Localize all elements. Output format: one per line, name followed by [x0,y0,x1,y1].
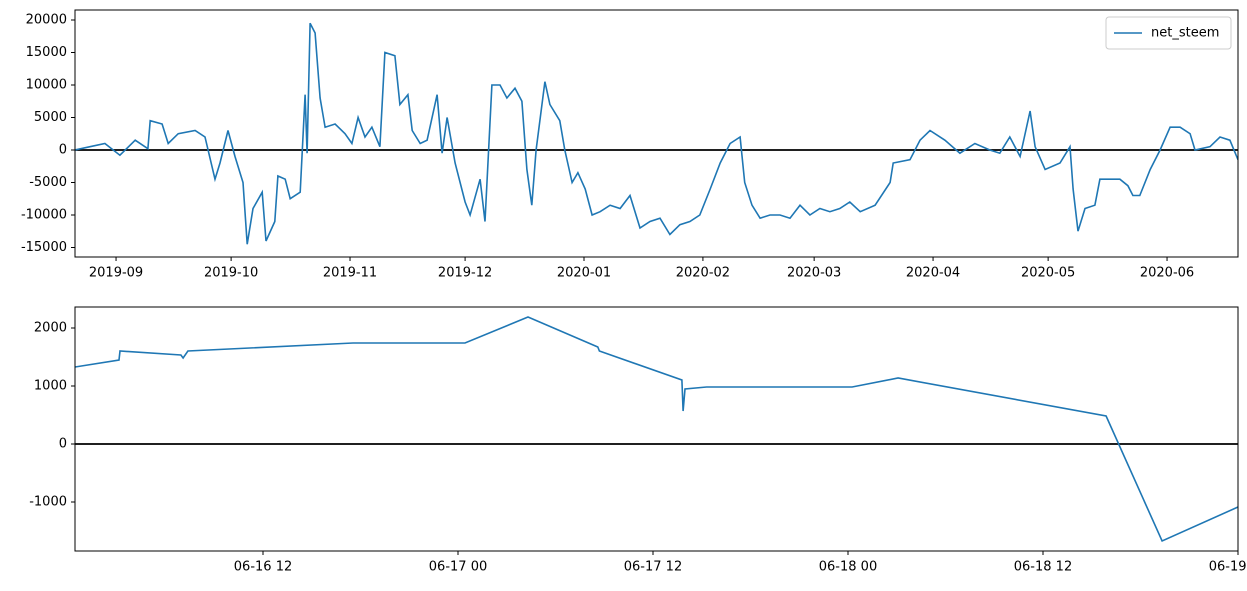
x-tick-label: 06-18 12 [1014,560,1072,575]
y-tick-label: 5000 [34,110,67,125]
x-tick-label: 06-17 00 [429,560,487,575]
y-tick-label: -10000 [21,207,67,222]
x-tick-label: 06-19 00 [1209,560,1247,575]
x-tick-label: 2020-05 [1021,266,1075,281]
x-tick-label: 2019-11 [323,266,377,281]
x-tick-label: 2019-12 [438,266,492,281]
y-tick-label: 2000 [34,320,67,335]
legend-label: net_steem [1151,26,1219,41]
x-tick-label: 2019-09 [89,266,143,281]
legend-box [1105,16,1232,50]
y-tick-label: 20000 [26,12,67,27]
y-tick-label: 0 [59,436,67,451]
x-tick-label: 2019-10 [204,266,258,281]
x-tick-label: 06-18 00 [819,560,877,575]
axes-frame [74,306,1239,552]
y-tick-label: 1000 [34,378,67,393]
data-line [75,22,1238,245]
x-tick-label: 2020-04 [906,266,960,281]
y-tick-label: 15000 [26,45,67,60]
data-line [75,316,1238,543]
x-tick-label: 2020-01 [557,266,611,281]
y-tick-label: -1000 [29,494,67,509]
y-tick-label: -5000 [29,175,67,190]
axes-frame [74,9,1239,258]
x-tick-label: 06-17 12 [624,560,682,575]
y-tick-label: 10000 [26,77,67,92]
x-tick-label: 2020-03 [787,266,841,281]
y-tick-label: -15000 [21,240,67,255]
y-tick-label: 0 [59,142,67,157]
x-tick-label: 06-16 12 [234,560,292,575]
x-tick-label: 2020-02 [676,266,730,281]
x-tick-label: 2020-06 [1140,266,1194,281]
